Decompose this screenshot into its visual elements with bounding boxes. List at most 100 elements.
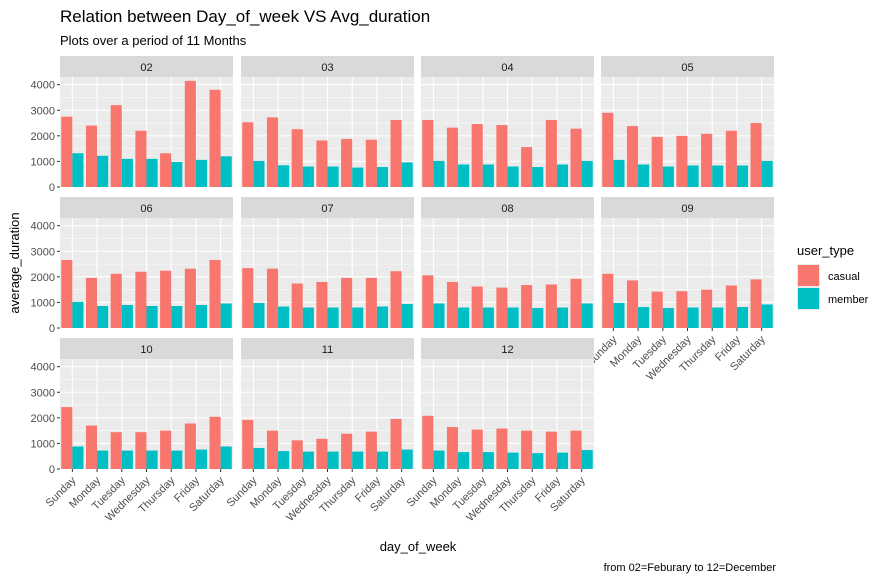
chart-subtitle: Plots over a period of 11 Months xyxy=(60,33,247,48)
legend-label-member: member xyxy=(828,294,869,306)
bar-member xyxy=(458,164,470,187)
bar-member xyxy=(171,161,183,187)
bar-casual xyxy=(521,147,533,187)
facet-12: 12SundayMondayTuesdayWednesdayThursdayFr… xyxy=(405,338,594,524)
bar-member xyxy=(302,307,314,328)
facet-strip-label: 10 xyxy=(140,344,152,356)
facet-strip xyxy=(241,338,414,359)
bar-member xyxy=(687,165,699,187)
bar-casual xyxy=(676,135,688,187)
bar-member xyxy=(352,451,364,469)
y-tick-label: 0 xyxy=(49,323,55,335)
bar-casual xyxy=(676,291,688,328)
facet-02: 02 0 1000 2000 3000 4000 xyxy=(31,56,233,194)
facet-strip xyxy=(421,56,594,77)
bar-member xyxy=(613,302,625,328)
facet-strip xyxy=(421,197,594,218)
bar-member xyxy=(327,451,339,469)
facet-08: 08 xyxy=(421,197,594,329)
bar-casual xyxy=(422,119,434,187)
bar-casual xyxy=(725,285,737,328)
y-tick-label: 3000 xyxy=(31,105,55,117)
bar-casual xyxy=(446,427,459,469)
facet-03: 03 xyxy=(241,56,414,188)
facet-strip-label: 03 xyxy=(321,62,333,74)
bar-member xyxy=(220,303,232,328)
bar-member xyxy=(72,446,84,469)
bar-casual xyxy=(85,425,98,469)
facet-strip xyxy=(241,197,414,218)
facet-strip-label: 12 xyxy=(501,344,513,356)
bar-casual xyxy=(365,277,377,328)
chart-caption: from 02=Feburary to 12=December xyxy=(604,562,777,574)
bar-casual xyxy=(570,128,582,187)
bar-member xyxy=(507,307,519,328)
bar-casual xyxy=(651,136,663,187)
y-tick-label: 4000 xyxy=(31,221,55,233)
bar-member xyxy=(736,307,749,328)
bar-casual xyxy=(570,430,582,469)
y-axis-title: average_duration xyxy=(7,212,22,313)
bar-casual xyxy=(701,133,713,187)
bar-member xyxy=(376,167,389,187)
facet-strip xyxy=(601,56,774,77)
bar-casual xyxy=(242,122,254,187)
bar-casual xyxy=(316,140,328,187)
bar-member xyxy=(556,164,569,187)
facet-strip xyxy=(60,338,233,359)
bar-member xyxy=(121,158,133,187)
bar-member xyxy=(97,155,109,187)
bar-casual xyxy=(602,273,614,328)
y-tick-label: 0 xyxy=(49,464,55,476)
bar-member xyxy=(433,303,445,328)
bar-casual xyxy=(446,127,459,187)
bar-casual xyxy=(390,271,402,328)
bar-member xyxy=(581,160,593,187)
bar-member xyxy=(458,452,470,469)
facet-grid: 02 0 1000 2000 3000 4000 03 04 05 06 0 1000 2000 3000… xyxy=(31,56,774,524)
bar-member xyxy=(376,306,389,328)
facet-strip xyxy=(601,197,774,218)
bar-member xyxy=(433,450,445,469)
y-tick-label: 3000 xyxy=(31,246,55,258)
y-tick-label: 0 xyxy=(49,182,55,194)
y-tick-label: 1000 xyxy=(31,297,55,309)
bar-member xyxy=(195,449,208,469)
bar-member xyxy=(482,307,494,328)
bar-member xyxy=(401,162,413,187)
bar-casual xyxy=(242,419,254,469)
bar-casual xyxy=(725,130,737,187)
bar-member xyxy=(376,451,389,469)
bar-casual xyxy=(471,124,483,187)
bar-casual xyxy=(291,129,303,187)
bar-casual xyxy=(135,130,147,187)
bar-casual xyxy=(602,112,614,187)
facet-strip xyxy=(60,197,233,218)
facet-strip-label: 09 xyxy=(681,203,693,215)
y-tick-label: 4000 xyxy=(31,80,55,92)
legend-key-casual xyxy=(798,265,819,286)
bar-casual xyxy=(422,275,434,328)
facet-strip-label: 07 xyxy=(321,203,333,215)
bar-member xyxy=(146,306,158,328)
bar-casual xyxy=(341,433,353,469)
bar-member xyxy=(482,164,494,187)
bar-member xyxy=(302,166,314,187)
bar-member xyxy=(195,159,208,187)
bar-member xyxy=(121,304,133,328)
y-tick-label: 2000 xyxy=(31,413,55,425)
bar-casual xyxy=(496,428,508,469)
bar-casual xyxy=(160,430,172,469)
bar-member xyxy=(638,307,650,328)
facet-strip-label: 11 xyxy=(322,344,333,356)
bar-casual xyxy=(365,139,377,187)
bar-member xyxy=(327,166,339,187)
facet-strip-label: 05 xyxy=(681,62,693,74)
bar-casual xyxy=(266,117,279,187)
bar-casual xyxy=(316,281,328,328)
bar-member xyxy=(556,452,569,469)
bar-casual xyxy=(626,126,639,187)
bar-casual xyxy=(701,289,713,328)
facet-strip xyxy=(60,56,233,77)
